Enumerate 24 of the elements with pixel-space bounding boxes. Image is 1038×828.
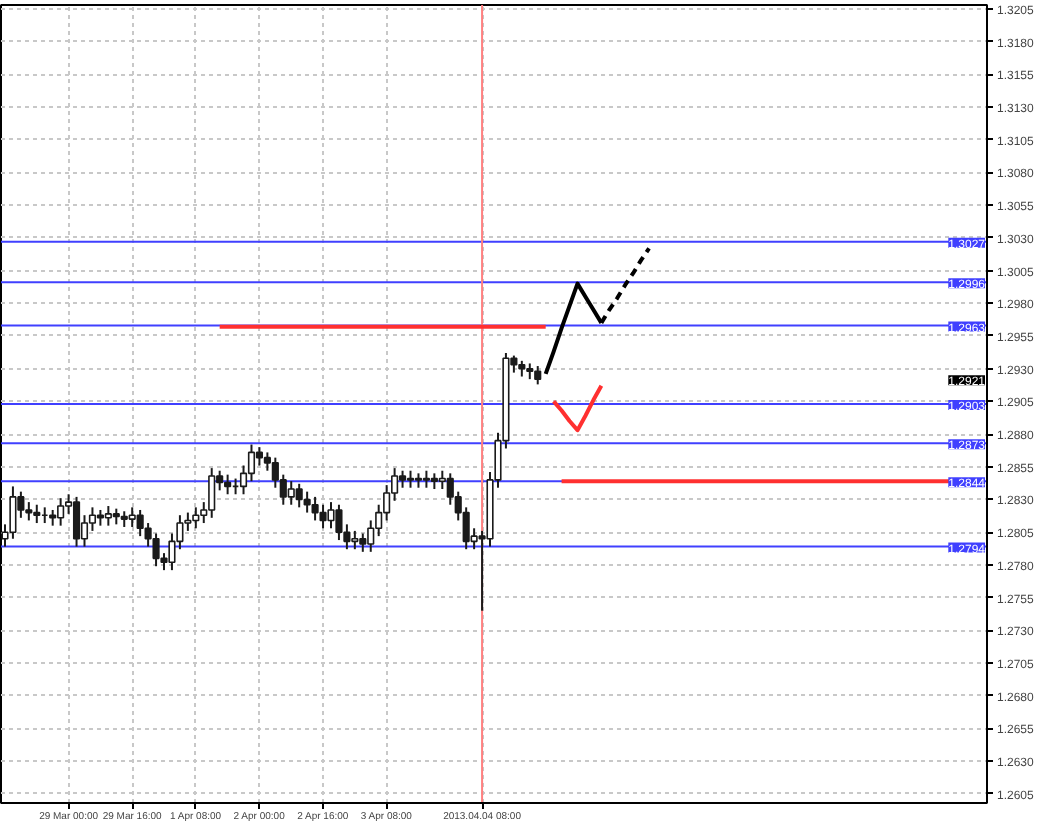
candlestick — [367, 519, 375, 553]
candlestick — [327, 501, 335, 530]
candlestick — [255, 446, 264, 467]
candlestick — [335, 503, 343, 542]
candlestick — [57, 497, 65, 527]
candlestick — [88, 506, 97, 532]
candlestick — [72, 495, 81, 548]
candlestick — [311, 495, 319, 522]
candlestick — [351, 529, 359, 551]
candlestick — [224, 473, 232, 496]
candlestick — [534, 365, 542, 386]
candlestick — [192, 506, 200, 530]
candlestick — [9, 485, 17, 540]
candlestick — [303, 490, 311, 514]
candlestick — [295, 482, 303, 509]
candlestick — [438, 469, 446, 491]
candlestick — [208, 467, 216, 519]
candlestick — [33, 503, 41, 525]
candlestick — [287, 480, 295, 506]
candlestick — [128, 506, 136, 528]
candlestick — [319, 503, 327, 530]
candlestick — [104, 505, 112, 527]
candlestick — [359, 532, 367, 553]
line-series — [551, 383, 604, 433]
